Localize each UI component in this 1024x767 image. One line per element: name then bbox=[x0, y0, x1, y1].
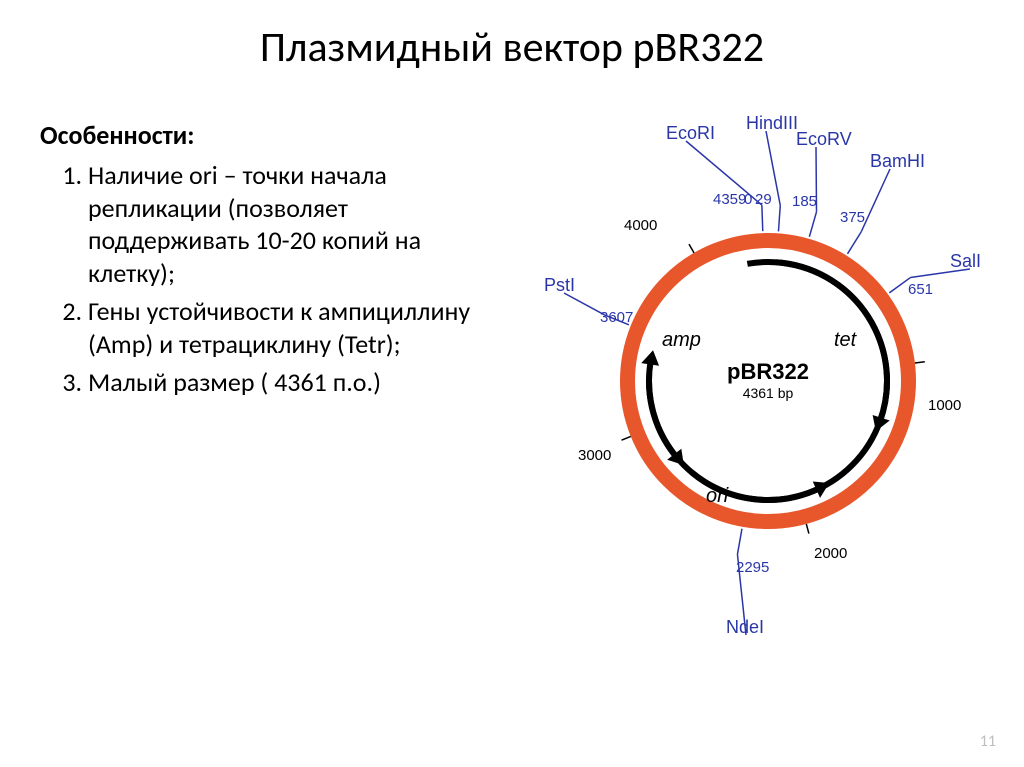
enzyme-label: EcoRI bbox=[666, 123, 715, 144]
enzyme-label: BamHI bbox=[870, 151, 925, 172]
gene-label-ori: ori bbox=[706, 485, 728, 508]
features-column: Особенности: Наличие ori – точки начала … bbox=[40, 91, 480, 641]
feature-item: Гены устойчивости к ампициллину (Amp) и … bbox=[88, 295, 480, 360]
feature-item: Малый размер ( 4361 п.о.) bbox=[88, 366, 480, 399]
enzyme-label: SalI bbox=[950, 251, 981, 272]
enzyme-pos: 651 bbox=[908, 281, 933, 298]
pos-zero: 0 bbox=[744, 191, 752, 208]
enzyme-label: NdeI bbox=[726, 617, 764, 638]
features-heading: Особенности: bbox=[40, 119, 480, 151]
features-list: Наличие ori – точки начала репликации (п… bbox=[40, 159, 480, 399]
enzyme-pos: 185 bbox=[792, 193, 817, 210]
plasmid-size: 4361 bp bbox=[698, 385, 838, 401]
tick-label: 1000 bbox=[928, 397, 961, 414]
gene-label-amp: amp bbox=[662, 329, 701, 352]
enzyme-pos: 375 bbox=[840, 209, 865, 226]
plasmid-diagram: pBR322 4361 bp amp tet ori 1000 2000 3000 4… bbox=[480, 91, 1024, 641]
enzyme-pos: 29 bbox=[755, 191, 772, 208]
plasmid-wrap: pBR322 4361 bp amp tet ori 1000 2000 3000 4… bbox=[558, 121, 978, 621]
gene-label-tet: tet bbox=[834, 329, 856, 352]
content-row: Особенности: Наличие ori – точки начала … bbox=[0, 91, 1024, 641]
page-number: 11 bbox=[980, 732, 996, 751]
slide-title: Плазмидный вектор pBR322 bbox=[0, 0, 1024, 91]
feature-item: Наличие ori – точки начала репликации (п… bbox=[88, 159, 480, 289]
tick-label: 4000 bbox=[624, 217, 657, 234]
enzyme-pos: 4359 bbox=[713, 191, 746, 208]
enzyme-pos: 2295 bbox=[736, 559, 769, 576]
tick-label: 2000 bbox=[814, 545, 847, 562]
enzyme-label: HindIII bbox=[746, 113, 798, 134]
tick-label: 3000 bbox=[578, 447, 611, 464]
plasmid-name: pBR322 bbox=[698, 359, 838, 385]
enzyme-pos: 3607 bbox=[600, 309, 633, 326]
enzyme-label: EcoRV bbox=[796, 129, 852, 150]
plasmid-center-label: pBR322 4361 bp bbox=[698, 359, 838, 401]
enzyme-label: PstI bbox=[544, 275, 575, 296]
